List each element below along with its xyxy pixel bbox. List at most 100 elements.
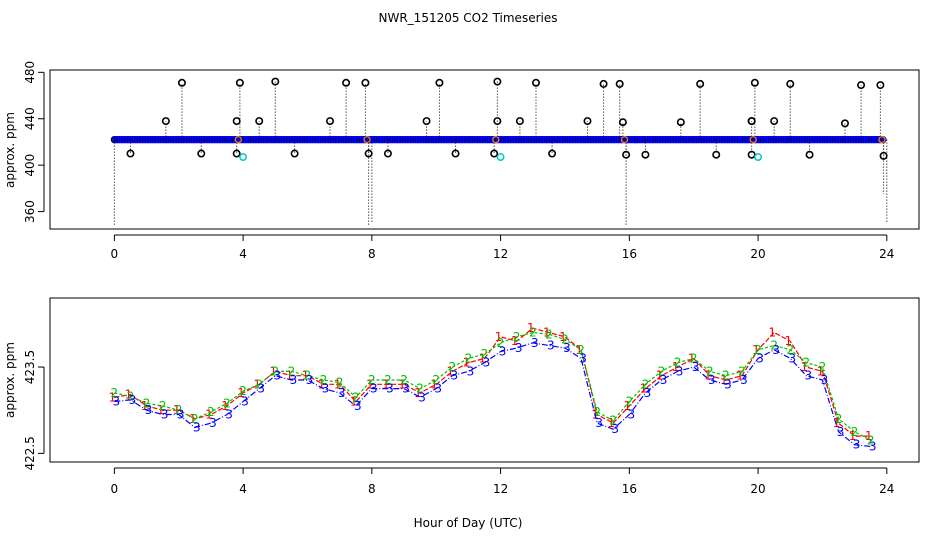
series-2-marker: 2 bbox=[159, 399, 167, 413]
series-2-marker: 2 bbox=[223, 396, 231, 410]
baseline-point-blue bbox=[287, 135, 295, 144]
baseline-point-blue bbox=[266, 135, 274, 144]
spike-point bbox=[770, 117, 779, 126]
low-point bbox=[232, 149, 241, 158]
series-2-marker: 2 bbox=[207, 405, 215, 419]
baseline-point-blue bbox=[665, 135, 673, 144]
baseline-point-blue bbox=[778, 135, 787, 144]
baseline-point-blue bbox=[135, 135, 143, 144]
series-2-marker: 2 bbox=[384, 373, 392, 387]
baseline-point-blue bbox=[825, 135, 833, 144]
baseline-point-blue bbox=[441, 135, 449, 144]
series-3-marker: 3 bbox=[370, 382, 378, 396]
series-1-marker: 1 bbox=[495, 330, 503, 344]
series-3-marker: 3 bbox=[354, 399, 362, 413]
baseline-point-blue bbox=[132, 135, 140, 144]
series-2-marker: 2 bbox=[448, 360, 456, 374]
series-2-marker: 2 bbox=[770, 338, 778, 352]
baseline-point-blue bbox=[431, 135, 439, 144]
baseline-point-blue bbox=[611, 135, 619, 144]
series-3-marker: 3 bbox=[193, 420, 201, 434]
series-3-marker: 3 bbox=[628, 408, 636, 422]
series-1-marker: 1 bbox=[205, 408, 213, 422]
baseline-point-blue bbox=[601, 135, 609, 144]
baseline-point-blue bbox=[809, 135, 818, 144]
series-1-marker: 1 bbox=[543, 326, 551, 340]
series-1-marker: 1 bbox=[479, 351, 487, 365]
series-3-marker: 3 bbox=[499, 345, 507, 359]
baseline-point-blue bbox=[647, 135, 655, 144]
baseline-point-blue bbox=[402, 135, 411, 144]
baseline-point-blue bbox=[673, 135, 681, 144]
series-2-marker: 2 bbox=[851, 425, 859, 439]
spike-point bbox=[235, 78, 244, 87]
spike-point bbox=[255, 117, 264, 126]
series-1-marker: 1 bbox=[286, 369, 294, 383]
baseline-point-blue bbox=[526, 135, 534, 144]
series-3-marker: 3 bbox=[338, 386, 346, 400]
series-1-marker: 1 bbox=[414, 386, 422, 400]
baseline-point-blue bbox=[843, 135, 851, 144]
series-3-marker: 3 bbox=[483, 356, 491, 370]
series-2-marker: 2 bbox=[400, 373, 408, 387]
baseline-point-blue bbox=[413, 135, 421, 144]
top-x-tick-label: 8 bbox=[368, 247, 376, 261]
spike-point bbox=[326, 117, 335, 126]
baseline-point-blue bbox=[163, 135, 171, 144]
series-1-marker: 1 bbox=[446, 364, 454, 378]
baseline-point-blue bbox=[812, 135, 820, 144]
baseline-point-blue bbox=[420, 135, 429, 144]
baseline-point-blue bbox=[217, 135, 225, 144]
baseline-point-blue bbox=[596, 135, 604, 144]
baseline-point-blue bbox=[227, 135, 236, 144]
series-1-marker: 1 bbox=[607, 416, 615, 430]
baseline-point-blue bbox=[312, 135, 321, 144]
spike-point bbox=[840, 119, 849, 128]
series-line-2 bbox=[114, 331, 872, 441]
bottom-x-tick-label: 8 bbox=[368, 482, 376, 496]
series-3-marker: 3 bbox=[241, 395, 249, 409]
baseline-point-blue bbox=[678, 135, 686, 144]
series-1-marker: 1 bbox=[463, 356, 471, 370]
baseline-point-blue bbox=[346, 135, 354, 144]
series-2-marker: 2 bbox=[352, 390, 360, 404]
baseline-point-blue bbox=[848, 135, 856, 144]
baseline-point-blue bbox=[472, 135, 480, 144]
series-1-marker: 1 bbox=[221, 399, 229, 413]
series-1-marker: 1 bbox=[511, 334, 519, 348]
baseline-point-blue bbox=[704, 135, 712, 144]
baseline-point-blue bbox=[681, 135, 689, 144]
baseline-point-blue bbox=[660, 135, 668, 144]
series-3-marker: 3 bbox=[129, 393, 137, 407]
baseline-point-blue bbox=[845, 135, 854, 144]
series-2-marker: 2 bbox=[722, 369, 730, 383]
baseline-point-blue bbox=[145, 135, 153, 144]
baseline-point-blue bbox=[207, 135, 215, 144]
series-3-marker: 3 bbox=[450, 369, 458, 383]
series-1-marker: 1 bbox=[430, 377, 438, 391]
baseline-point-blue bbox=[263, 135, 272, 144]
baseline-point-blue bbox=[534, 135, 542, 144]
baseline-point-orange bbox=[749, 135, 757, 144]
low-point bbox=[290, 149, 299, 158]
series-1-marker: 1 bbox=[253, 377, 261, 391]
bottom-x-tick-label: 24 bbox=[879, 482, 894, 496]
series-3-marker: 3 bbox=[531, 336, 539, 350]
low-point bbox=[747, 150, 756, 159]
baseline-point-blue bbox=[781, 135, 789, 144]
baseline-point-blue bbox=[606, 135, 614, 144]
baseline-point-blue bbox=[384, 135, 393, 144]
baseline-point-blue bbox=[511, 135, 519, 144]
low-point bbox=[548, 149, 557, 158]
baseline-point-blue bbox=[117, 135, 125, 144]
low-point bbox=[712, 150, 721, 159]
series-2-marker: 2 bbox=[835, 412, 843, 426]
series-2-marker: 2 bbox=[626, 395, 634, 409]
baseline-point-blue bbox=[122, 135, 130, 144]
baseline-point-blue bbox=[740, 135, 748, 144]
series-1-marker: 1 bbox=[849, 429, 857, 443]
baseline-point-blue bbox=[310, 135, 318, 144]
baseline-point-blue bbox=[583, 135, 591, 144]
baseline-point-blue bbox=[297, 135, 305, 144]
